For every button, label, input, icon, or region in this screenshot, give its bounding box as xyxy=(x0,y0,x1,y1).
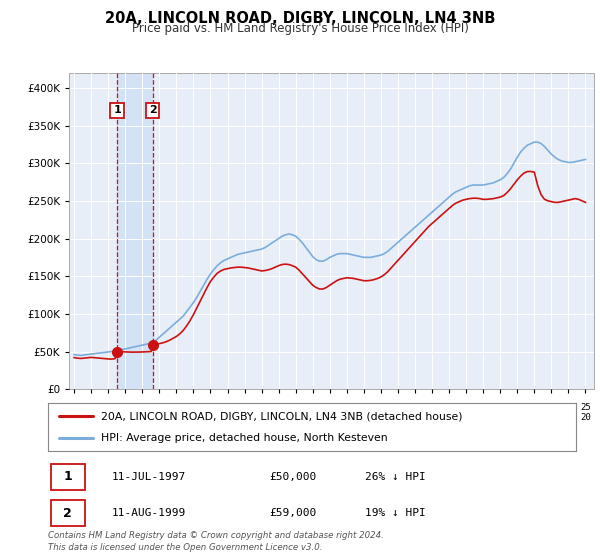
Text: 20A, LINCOLN ROAD, DIGBY, LINCOLN, LN4 3NB (detached house): 20A, LINCOLN ROAD, DIGBY, LINCOLN, LN4 3… xyxy=(101,411,463,421)
Text: 19: 19 xyxy=(137,413,148,422)
Text: 11-JUL-1997: 11-JUL-1997 xyxy=(112,472,185,482)
Text: 20: 20 xyxy=(341,413,352,422)
Text: 20: 20 xyxy=(273,413,284,422)
Text: 26% ↓ HPI: 26% ↓ HPI xyxy=(365,472,425,482)
FancyBboxPatch shape xyxy=(50,464,85,489)
Text: 20: 20 xyxy=(392,413,403,422)
Text: 20: 20 xyxy=(563,413,574,422)
Text: HPI: Average price, detached house, North Kesteven: HPI: Average price, detached house, Nort… xyxy=(101,433,388,443)
Text: 20: 20 xyxy=(188,413,199,422)
Text: 98: 98 xyxy=(120,403,131,412)
Text: 16: 16 xyxy=(427,403,437,412)
Text: £50,000: £50,000 xyxy=(270,472,317,482)
Text: 14: 14 xyxy=(392,403,403,412)
Text: 20A, LINCOLN ROAD, DIGBY, LINCOLN, LN4 3NB: 20A, LINCOLN ROAD, DIGBY, LINCOLN, LN4 3… xyxy=(105,11,495,26)
Text: Contains HM Land Registry data © Crown copyright and database right 2024.
This d: Contains HM Land Registry data © Crown c… xyxy=(48,531,384,552)
Text: 19: 19 xyxy=(478,403,488,412)
Text: 20: 20 xyxy=(427,413,437,422)
Text: 20: 20 xyxy=(546,413,557,422)
Text: 02: 02 xyxy=(188,403,199,412)
Text: 19: 19 xyxy=(120,413,131,422)
Text: 20: 20 xyxy=(171,413,182,422)
Text: 20: 20 xyxy=(239,413,250,422)
Text: 20: 20 xyxy=(529,413,540,422)
Text: 11-AUG-1999: 11-AUG-1999 xyxy=(112,508,185,518)
Text: 97: 97 xyxy=(103,403,113,412)
Text: 23: 23 xyxy=(546,403,557,412)
Text: 10: 10 xyxy=(325,403,335,412)
Text: 20: 20 xyxy=(461,413,472,422)
Text: 20: 20 xyxy=(495,403,506,412)
Text: 18: 18 xyxy=(461,403,472,412)
Text: 20: 20 xyxy=(580,413,591,422)
Text: 20: 20 xyxy=(376,413,386,422)
Text: Price paid vs. HM Land Registry's House Price Index (HPI): Price paid vs. HM Land Registry's House … xyxy=(131,22,469,35)
Text: 07: 07 xyxy=(273,403,284,412)
Text: 95: 95 xyxy=(69,403,79,412)
Text: 03: 03 xyxy=(205,403,216,412)
FancyBboxPatch shape xyxy=(50,501,85,526)
Text: 20: 20 xyxy=(205,413,216,422)
Text: 2: 2 xyxy=(63,507,72,520)
Text: 20: 20 xyxy=(359,413,369,422)
Text: 09: 09 xyxy=(307,403,318,412)
Text: 20: 20 xyxy=(222,413,233,422)
Text: 12: 12 xyxy=(359,403,369,412)
Text: 19: 19 xyxy=(103,413,113,422)
Text: 1: 1 xyxy=(113,105,121,115)
Text: 20: 20 xyxy=(410,413,421,422)
Text: 20: 20 xyxy=(495,413,506,422)
Text: 15: 15 xyxy=(410,403,421,412)
Text: 19% ↓ HPI: 19% ↓ HPI xyxy=(365,508,425,518)
Text: 24: 24 xyxy=(563,403,574,412)
Text: 19: 19 xyxy=(69,413,79,422)
Text: 05: 05 xyxy=(239,403,250,412)
Bar xyxy=(117,73,152,389)
Text: 04: 04 xyxy=(222,403,233,412)
Text: 99: 99 xyxy=(137,403,148,412)
Text: 96: 96 xyxy=(86,403,97,412)
Text: 20: 20 xyxy=(307,413,318,422)
Text: 20: 20 xyxy=(512,413,523,422)
Text: 19: 19 xyxy=(86,413,97,422)
Text: 06: 06 xyxy=(256,403,267,412)
Text: 2: 2 xyxy=(149,105,157,115)
Text: 11: 11 xyxy=(341,403,352,412)
Text: £59,000: £59,000 xyxy=(270,508,317,518)
Text: 20: 20 xyxy=(154,413,165,422)
Text: 21: 21 xyxy=(512,403,523,412)
Text: 20: 20 xyxy=(325,413,335,422)
Text: 01: 01 xyxy=(171,403,182,412)
Text: 20: 20 xyxy=(444,413,454,422)
Text: 20: 20 xyxy=(256,413,267,422)
Text: 17: 17 xyxy=(444,403,454,412)
Text: 00: 00 xyxy=(154,403,165,412)
Text: 1: 1 xyxy=(63,470,72,483)
Text: 25: 25 xyxy=(580,403,591,412)
Text: 13: 13 xyxy=(376,403,386,412)
Text: 22: 22 xyxy=(529,403,540,412)
Text: 20: 20 xyxy=(478,413,488,422)
Text: 20: 20 xyxy=(290,413,301,422)
Text: 08: 08 xyxy=(290,403,301,412)
